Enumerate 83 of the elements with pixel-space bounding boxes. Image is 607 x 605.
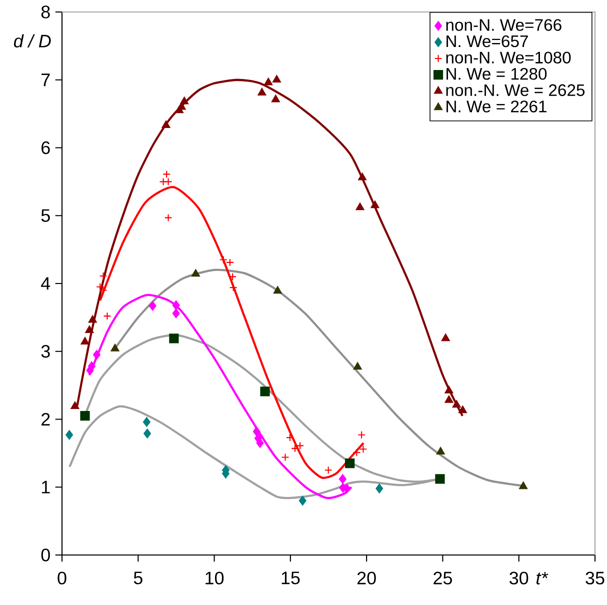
point [359, 445, 368, 454]
x-tick-label: 5 [134, 572, 142, 584]
x-axis-title: t* [536, 572, 548, 584]
point [96, 282, 104, 291]
point [519, 482, 528, 490]
point [99, 286, 108, 294]
point [298, 496, 306, 506]
point [144, 428, 152, 438]
point [435, 474, 445, 484]
point [162, 120, 170, 128]
y-tick-label: 2 [42, 412, 50, 426]
point [296, 442, 304, 450]
point [273, 286, 282, 294]
legend-label: N. We = 1280 [446, 68, 547, 80]
legend-label: N. We = 2261 [446, 100, 546, 112]
point [252, 426, 260, 436]
point [219, 256, 228, 264]
y-tick-label: 1 [42, 480, 50, 494]
point [260, 386, 270, 396]
point [164, 214, 172, 222]
point [110, 344, 120, 352]
point [358, 430, 366, 439]
point [441, 334, 450, 342]
point [264, 78, 273, 86]
point [159, 178, 168, 186]
point [356, 202, 364, 210]
point [376, 484, 384, 494]
point [148, 301, 156, 311]
x-tick-label: 15 [282, 572, 300, 584]
point [162, 170, 171, 178]
y-axis-title: d / D [14, 34, 51, 48]
y-tick-label: 7 [42, 74, 50, 86]
point [226, 258, 234, 266]
point [358, 172, 367, 180]
point [169, 334, 179, 344]
point [444, 395, 454, 403]
point [191, 269, 200, 277]
point [92, 350, 100, 360]
point [172, 308, 180, 318]
legend-label: N. We=657 [446, 35, 528, 48]
point [436, 447, 445, 454]
point [66, 430, 74, 440]
point [338, 474, 346, 484]
point [88, 315, 97, 323]
point [142, 417, 150, 427]
point [458, 406, 467, 414]
point [164, 178, 172, 186]
point [85, 326, 94, 333]
point [353, 362, 362, 370]
point [452, 400, 461, 408]
point [99, 272, 108, 280]
point [370, 200, 380, 208]
x-tick-label: 0 [58, 572, 66, 584]
point [80, 411, 90, 421]
x-tick-label: 30 [510, 572, 528, 584]
legend-label: non-N. We=1080 [446, 52, 571, 64]
point [103, 312, 112, 320]
point [345, 458, 355, 468]
point [80, 337, 90, 345]
point [256, 438, 264, 448]
point [343, 484, 351, 494]
point [324, 466, 332, 474]
legend-label: non-N. We=766 [446, 19, 562, 31]
x-tick-label: 20 [357, 572, 376, 584]
y-tick-label: 0 [41, 548, 50, 562]
point [271, 94, 280, 102]
y-tick-label: 6 [42, 141, 50, 154]
y-tick-label: 4 [41, 277, 50, 290]
point [281, 453, 290, 462]
x-tick-label: 25 [434, 572, 452, 584]
point [258, 88, 266, 96]
y-tick-label: 8 [41, 6, 50, 18]
point [272, 75, 281, 83]
point [172, 300, 180, 310]
point [444, 386, 454, 394]
y-tick-label: 3 [41, 344, 50, 358]
point [180, 96, 189, 104]
y-tick-label: 5 [41, 209, 50, 222]
x-tick-label: 10 [206, 572, 224, 584]
point [229, 284, 238, 292]
x-tick-label: 35 [586, 572, 604, 584]
point [70, 402, 80, 410]
legend-label: non.-N. We = 2625 [446, 84, 585, 96]
